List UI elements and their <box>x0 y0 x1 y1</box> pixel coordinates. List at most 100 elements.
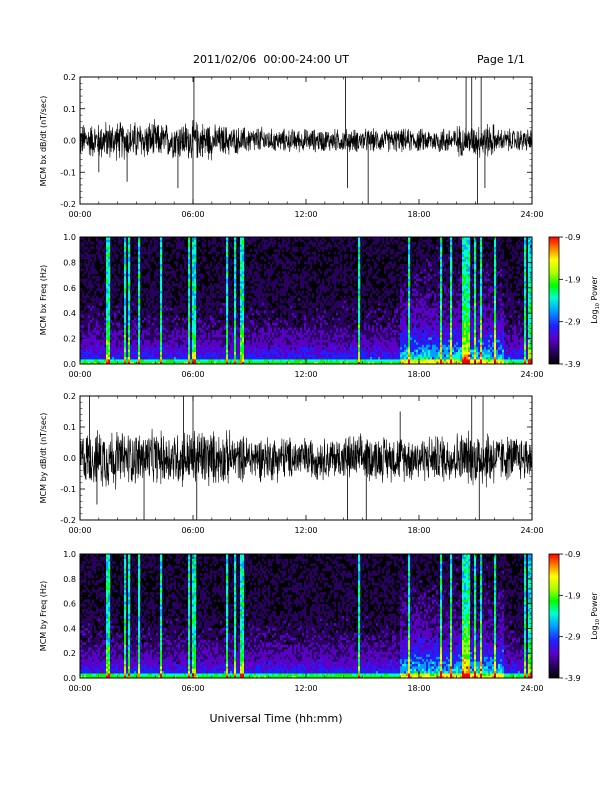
spectrogram-cell <box>108 256 111 260</box>
spectrogram-cell <box>192 349 195 353</box>
spectrogram-cell <box>262 280 265 284</box>
spectrogram-cell <box>122 354 125 357</box>
spectrogram-cell <box>130 276 133 279</box>
spectrogram-cell <box>170 342 173 345</box>
spectrogram-cell <box>210 261 213 265</box>
spectrogram-cell <box>242 298 245 301</box>
spectrogram-cell <box>256 271 259 274</box>
spectrogram-cell <box>130 354 133 357</box>
spectrogram-cell <box>150 359 153 362</box>
spectrogram-cell <box>326 346 329 350</box>
spectrogram-cell <box>206 312 209 316</box>
spectrogram-cell <box>324 324 327 328</box>
spectrogram-cell <box>152 361 155 365</box>
spectrogram-cell <box>98 359 101 362</box>
spectrogram-cell <box>278 339 281 343</box>
spectrogram-cell <box>270 273 273 277</box>
spectrogram-cell <box>114 244 117 248</box>
spectrogram-cell <box>346 310 349 314</box>
spectrogram-cell <box>208 278 211 282</box>
spectrogram-cell <box>258 266 261 270</box>
spectrogram-cell <box>156 356 159 360</box>
spectrogram-cell <box>134 334 137 338</box>
spectrogram-cell <box>212 305 215 309</box>
spectrogram-cell <box>260 280 263 284</box>
spectrogram-cell <box>122 346 125 350</box>
spectrogram-cell <box>342 329 345 333</box>
spectrogram-cell <box>224 332 227 335</box>
spectrogram-cell <box>142 342 145 345</box>
spectrogram-cell <box>242 310 245 314</box>
spectrogram-cell <box>254 300 257 304</box>
spectrogram-cell <box>154 285 157 289</box>
spectrogram-cell <box>282 349 285 353</box>
spectrogram-cell <box>218 278 221 282</box>
spectrogram-cell <box>120 329 123 333</box>
spectrogram-cell <box>256 349 259 353</box>
spectrogram-cell <box>240 351 243 355</box>
spectrogram-cell <box>220 322 223 326</box>
spectrogram-cell <box>310 276 313 279</box>
spectrogram-cell <box>228 351 231 355</box>
spectrogram-cell <box>282 305 285 309</box>
spectrogram-cell <box>114 276 117 279</box>
spectrogram-cell <box>216 334 219 338</box>
spectrogram-cell <box>114 315 117 318</box>
spectrogram-cell <box>86 351 89 355</box>
spectrogram-cell <box>206 359 209 362</box>
spectrogram-cell <box>210 285 213 289</box>
spectrogram-cell <box>128 310 131 314</box>
spectrogram-cell <box>300 310 303 314</box>
spectrogram-cell <box>262 302 265 306</box>
spectrogram-cell <box>188 273 191 277</box>
spectrogram-cell <box>162 258 165 262</box>
spectrogram-cell <box>166 241 169 245</box>
spectrogram-cell <box>230 237 233 240</box>
spectrogram-cell <box>174 273 177 277</box>
spectrogram-cell <box>288 300 291 304</box>
spectrogram-cell <box>332 276 335 279</box>
spectrogram-cell <box>144 354 147 357</box>
spectrogram-cell <box>188 278 191 282</box>
spectrogram-cell <box>234 324 237 328</box>
spectrogram-cell <box>112 256 115 260</box>
spectrogram-cell <box>222 327 225 331</box>
spectrogram-cell <box>330 320 333 323</box>
spectrogram-cell <box>194 317 197 321</box>
spectrogram-cell <box>166 351 169 355</box>
spectrogram-cell <box>242 327 245 331</box>
spectrogram-cell <box>208 307 211 311</box>
spectrogram-cell <box>192 317 195 321</box>
spectrogram-cell <box>206 307 209 311</box>
spectrogram-cell <box>238 354 241 357</box>
spectrogram-cell <box>318 315 321 318</box>
spectrogram-cell <box>246 320 249 323</box>
spectrogram-cell <box>312 315 315 318</box>
spectrogram-cell <box>98 327 101 331</box>
spectrogram-cell <box>332 307 335 311</box>
spectrogram-cell <box>164 254 167 257</box>
spectrogram-cell <box>202 256 205 260</box>
spectrogram-cell <box>316 354 319 357</box>
spectrogram-cell <box>216 332 219 335</box>
spectrogram-cell <box>270 241 273 245</box>
spectrogram-cell <box>160 349 163 353</box>
spectrogram-cell <box>318 312 321 316</box>
spectrogram-cell <box>276 261 279 265</box>
spectrogram-cell <box>322 315 325 318</box>
spectrogram-cell <box>248 327 251 331</box>
spectrogram-cell <box>88 346 91 350</box>
spectrogram-cell <box>284 354 287 357</box>
spectrogram-cell <box>196 271 199 274</box>
spectrogram-cell <box>246 361 249 365</box>
spectrogram-cell <box>268 310 271 314</box>
spectrogram-cell <box>232 278 235 282</box>
spectrogram-cell <box>256 276 259 279</box>
spectrogram-cell <box>202 290 205 294</box>
spectrogram-cell <box>158 251 161 255</box>
spectrogram-cell <box>164 268 167 272</box>
spectrogram-cell <box>340 295 343 299</box>
spectrogram-cell <box>152 280 155 284</box>
spectrogram-cell <box>212 268 215 272</box>
spectrogram-cell <box>344 276 347 279</box>
